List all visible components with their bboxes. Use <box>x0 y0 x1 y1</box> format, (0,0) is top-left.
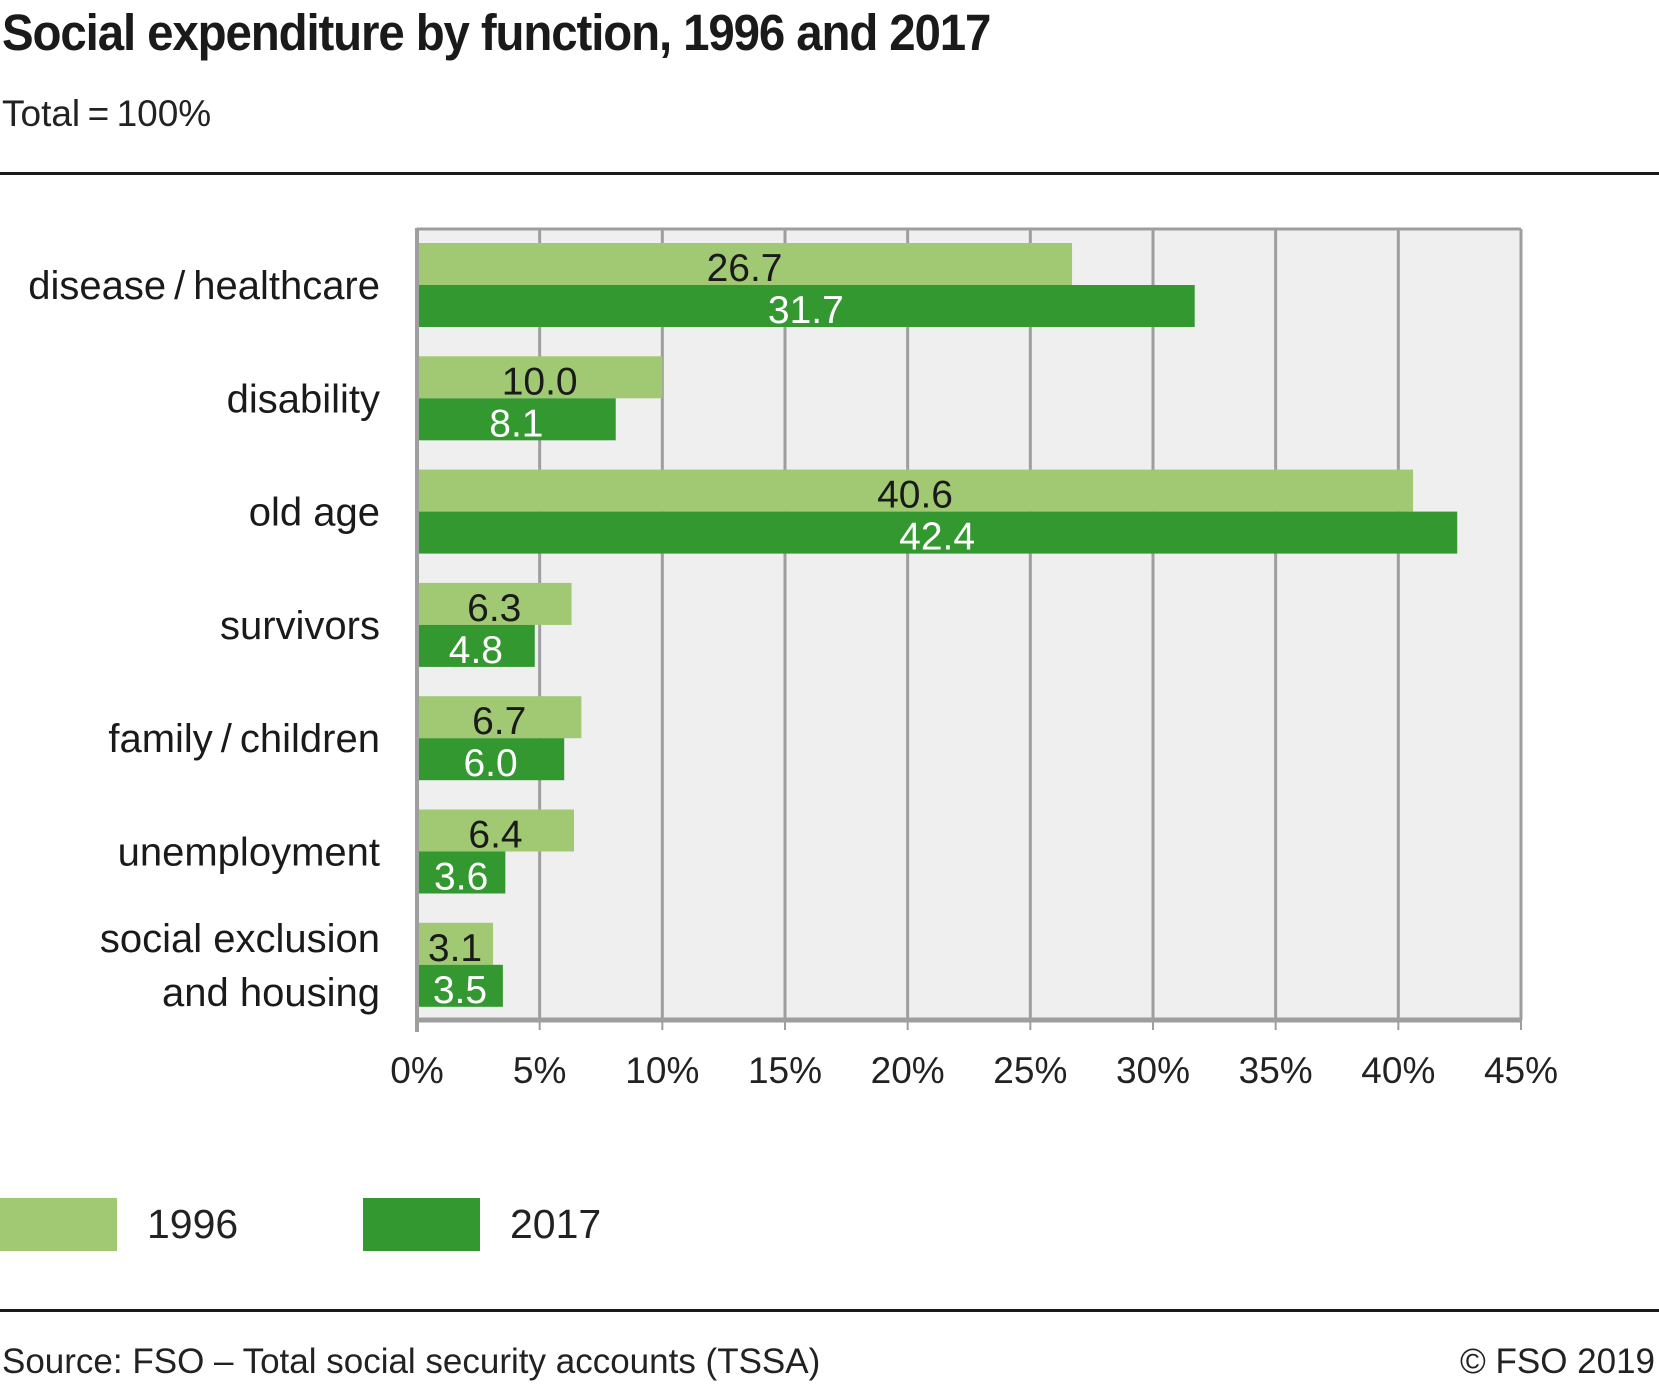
category-label: family / children <box>108 717 380 761</box>
bar-2017 <box>417 624 535 667</box>
bar-1996 <box>417 809 575 852</box>
category-label: social exclusion <box>100 917 380 961</box>
data-label-2017: 42.4 <box>899 516 975 559</box>
data-label-1996: 40.6 <box>877 474 953 517</box>
data-label-1996: 26.7 <box>707 247 783 290</box>
data-label-2017: 3.6 <box>434 856 488 899</box>
legend-label-2017: 2017 <box>510 1200 602 1247</box>
bar-1996 <box>417 243 1073 285</box>
bar-1996 <box>417 696 582 739</box>
legend-item-1996: 1996 <box>0 1197 239 1251</box>
data-label-1996: 10.0 <box>502 360 578 403</box>
bar-chart: 0% 5% 10% 15% 20% 25% 30% 35% 40% 45% disease / he… <box>28 227 1558 1091</box>
x-tick-label: 40% <box>1361 1050 1435 1091</box>
source-note: Source: FSO – Total social security acco… <box>2 1342 821 1381</box>
copyright-note: © FSO 2019 <box>1459 1342 1655 1381</box>
x-tick-label: 5% <box>513 1050 566 1091</box>
x-tick-label: 15% <box>748 1050 822 1091</box>
data-label-2017: 31.7 <box>768 289 844 332</box>
category-label: and housing <box>162 971 380 1015</box>
top-divider <box>0 172 1659 175</box>
x-tick-label: 0% <box>390 1050 443 1091</box>
plot-area <box>417 229 1521 1020</box>
data-label-2017: 6.0 <box>463 742 517 785</box>
bar-2017 <box>417 964 503 1007</box>
data-label-2017: 8.1 <box>489 402 543 445</box>
bottom-divider <box>0 1309 1659 1312</box>
category-label: disease / healthcare <box>28 264 380 308</box>
data-label-1996: 3.1 <box>428 927 482 970</box>
x-tick-label: 30% <box>1116 1050 1190 1091</box>
data-label-1996: 6.7 <box>472 700 526 743</box>
chart-title: Social expenditure by function, 1996 and… <box>2 4 991 61</box>
x-tick-label: 25% <box>993 1050 1067 1091</box>
category-label: old age <box>249 491 380 535</box>
bar-1996 <box>417 356 663 399</box>
data-label-2017: 4.8 <box>449 629 503 672</box>
bar-2017 <box>417 285 1195 327</box>
category-label: survivors <box>220 604 380 648</box>
data-label-1996: 6.4 <box>468 814 522 857</box>
category-label: unemployment <box>118 831 380 875</box>
bar-1996 <box>417 582 572 625</box>
legend-item-2017: 2017 <box>363 1197 602 1251</box>
x-tick-label: 10% <box>625 1050 699 1091</box>
x-tick-label: 20% <box>871 1050 945 1091</box>
legend-swatch-2017 <box>363 1197 480 1251</box>
data-label-2017: 3.5 <box>433 969 487 1012</box>
chart-subtitle: Total = 100% <box>2 93 212 134</box>
x-tick-label: 45% <box>1484 1050 1558 1091</box>
x-tick-label: 35% <box>1239 1050 1313 1091</box>
bar-1996 <box>417 922 494 965</box>
category-label: disability <box>227 377 380 421</box>
bar-2017 <box>417 398 616 441</box>
bar-2017 <box>417 738 565 781</box>
legend-label-1996: 1996 <box>147 1200 239 1247</box>
bar-2017 <box>417 511 1458 554</box>
bar-1996 <box>417 469 1414 512</box>
legend-swatch-1996 <box>0 1197 117 1251</box>
bar-2017 <box>417 851 506 894</box>
data-label-1996: 6.3 <box>467 587 521 630</box>
